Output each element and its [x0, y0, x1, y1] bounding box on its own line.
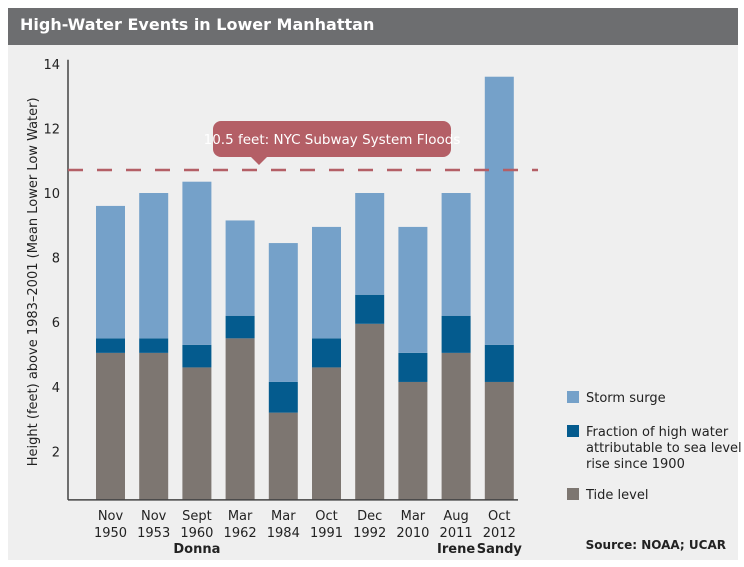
y-tick-label: 6 — [52, 316, 60, 331]
bar-segment-sea-level — [398, 352, 428, 382]
x-tick-month: Sept — [182, 509, 212, 524]
bar-segment-storm-surge — [398, 226, 428, 353]
bar-segment-storm-surge — [96, 205, 125, 339]
x-tick-month: Oct — [315, 509, 337, 524]
legend-swatch-tide — [567, 488, 579, 500]
x-tick-month: Oct — [488, 509, 510, 524]
bar-segment-storm-surge — [268, 243, 298, 382]
bar-segment-tide — [484, 381, 514, 500]
x-tick-month: Dec — [357, 509, 382, 524]
legend-label-sea-level: rise since 1900 — [586, 457, 685, 472]
x-tick-year: 1991 — [310, 526, 343, 541]
legend-swatch-sea-level — [567, 425, 579, 437]
x-tick-year: 2010 — [396, 526, 429, 541]
bar-segment-storm-surge — [441, 193, 471, 316]
bar-segment-tide — [268, 412, 298, 500]
x-tick-month: Mar — [228, 509, 253, 524]
bar-segment-tide — [182, 367, 212, 500]
x-tick-year: 1960 — [180, 526, 213, 541]
y-tick-label: 8 — [52, 252, 60, 267]
bar-segment-storm-surge — [312, 226, 341, 339]
x-tick-month: Nov — [141, 509, 167, 524]
bar-segment-tide — [441, 352, 471, 500]
bar-segment-sea-level — [484, 344, 514, 382]
bar-segment-storm-surge — [225, 220, 255, 316]
storm-name-label: Donna — [173, 542, 220, 557]
bar-segment-tide — [355, 323, 385, 500]
bar-segment-tide — [96, 352, 125, 500]
y-axis-label: Height (feet) above 1983–2001 (Mean Lowe… — [26, 97, 41, 466]
x-tick-year: 1953 — [137, 526, 170, 541]
legend-swatch-storm-surge — [567, 391, 579, 403]
threshold-callout — [213, 121, 451, 157]
bar-segment-tide — [312, 367, 341, 500]
bar-segment-tide — [139, 352, 169, 500]
bar-segment-tide — [225, 338, 255, 500]
legend-label-storm-surge: Storm surge — [586, 391, 666, 406]
bar-segment-sea-level — [355, 294, 385, 324]
legend-label-sea-level: attributable to sea level — [586, 441, 742, 456]
x-tick-year: 2012 — [483, 526, 516, 541]
legend-label-tide: Tide level — [585, 488, 648, 503]
y-tick-label: 12 — [43, 122, 60, 137]
bar-segment-storm-surge — [355, 193, 385, 295]
bar-segment-sea-level — [182, 344, 212, 368]
x-tick-month: Mar — [271, 509, 296, 524]
y-tick-label: 10 — [43, 187, 60, 202]
bar-segment-sea-level — [268, 381, 298, 413]
x-tick-year: 1950 — [94, 526, 127, 541]
storm-name-label: Sandy — [477, 542, 523, 557]
bar-segment-sea-level — [139, 338, 169, 353]
chart-title: High-Water Events in Lower Manhattan — [20, 15, 375, 34]
bar-segment-storm-surge — [139, 193, 169, 339]
title-bar — [8, 8, 738, 45]
bar-segment-storm-surge — [182, 181, 212, 345]
x-tick-year: 1962 — [224, 526, 257, 541]
callout-pointer — [250, 156, 268, 165]
legend-label-sea-level: Fraction of high water — [586, 425, 729, 440]
bar-segment-sea-level — [225, 315, 255, 339]
x-tick-month: Aug — [443, 509, 468, 524]
source-note: Source: NOAA; UCAR — [585, 538, 726, 552]
bar-segment-sea-level — [441, 315, 471, 353]
bar-segment-storm-surge — [484, 76, 514, 345]
x-tick-year: 2011 — [440, 526, 473, 541]
x-tick-year: 1984 — [267, 526, 300, 541]
y-tick-label: 4 — [52, 381, 60, 396]
x-tick-month: Nov — [98, 509, 124, 524]
storm-name-label: Irene — [437, 542, 475, 557]
x-tick-year: 1992 — [353, 526, 386, 541]
bar-segment-tide — [398, 381, 428, 500]
bar-segment-sea-level — [96, 338, 125, 353]
bar-segment-sea-level — [312, 338, 341, 368]
y-tick-label: 14 — [43, 58, 60, 73]
x-tick-month: Mar — [401, 509, 426, 524]
y-tick-label: 2 — [52, 445, 60, 460]
threshold-label: 10.5 feet: NYC Subway System Floods — [204, 132, 461, 148]
